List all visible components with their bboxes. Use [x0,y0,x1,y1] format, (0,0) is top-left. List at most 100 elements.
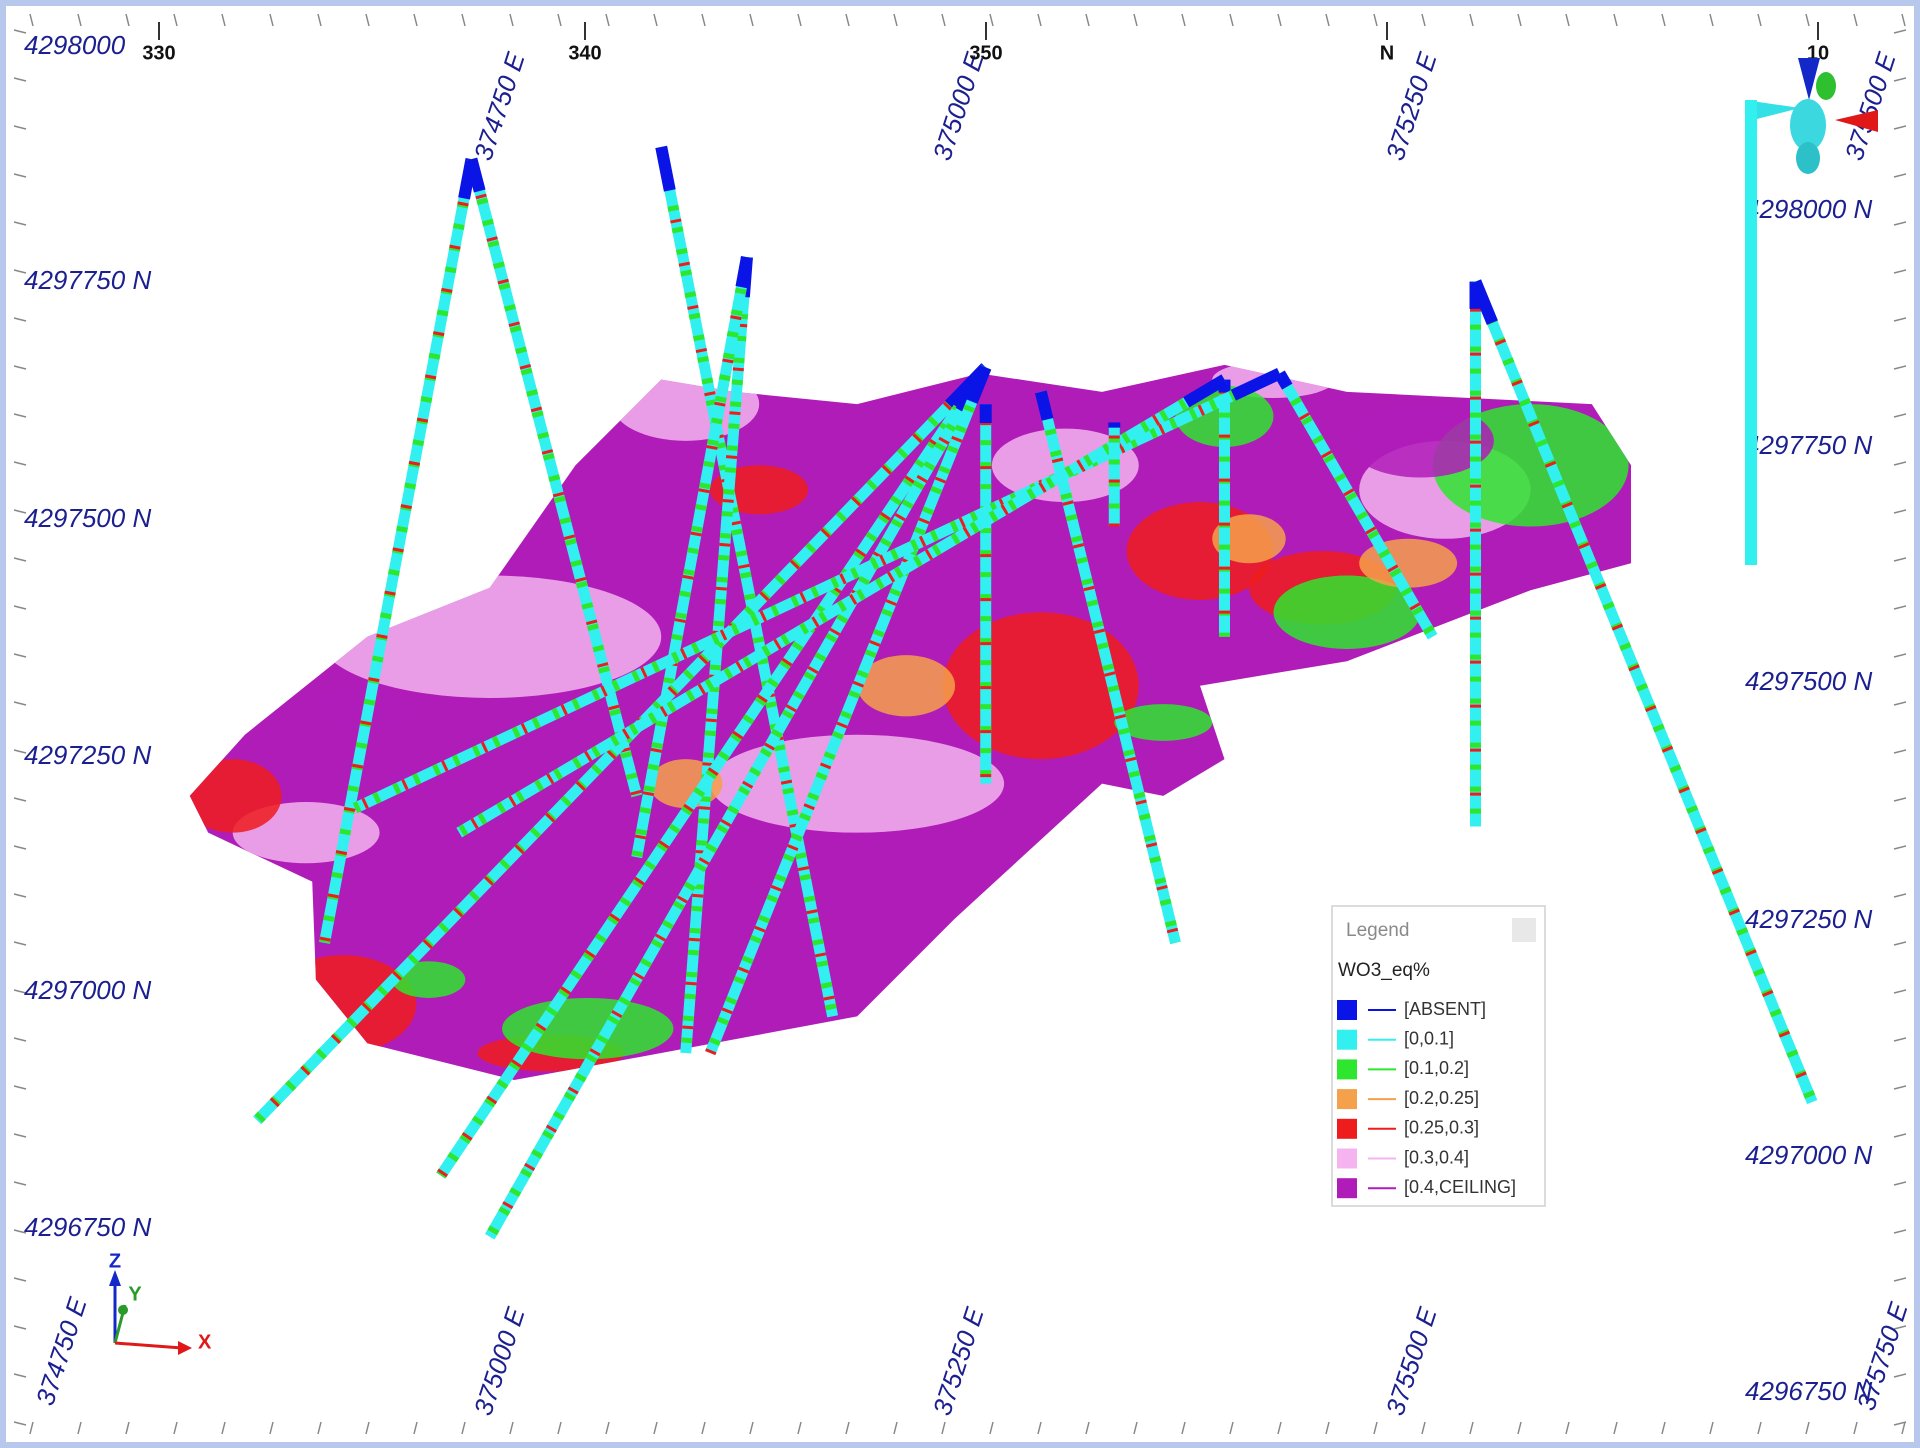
grade-patch [1212,514,1286,564]
northing-label: 4296750 N [24,1212,151,1242]
edge-tick [269,13,274,27]
edge-tick [701,13,706,27]
edge-tick [1181,13,1186,27]
edge-tick [1893,1421,1907,1426]
grade-patch [942,612,1139,760]
legend-label: [0,0.1] [1404,1028,1454,1048]
edge-tick [13,461,27,466]
edge-tick [1757,13,1762,27]
edge-tick [13,77,27,82]
edge-tick [13,1085,27,1090]
edge-tick [1893,1133,1907,1138]
edge-tick [1421,1421,1426,1435]
northing-label: 4297250 N [1745,904,1872,934]
northing-label: 4296750 N [1745,1376,1872,1406]
edge-tick [1893,461,1907,466]
edge-tick [13,1373,27,1378]
edge-tick [365,1421,370,1435]
edge-tick [1893,605,1907,610]
edge-tick [1893,1229,1907,1234]
edge-tick [1133,13,1138,27]
drill-hole [253,363,990,1125]
grade-patch [1114,704,1213,741]
edge-tick [13,221,27,226]
edge-tick [749,1421,754,1435]
legend-title: Legend [1346,920,1409,941]
compass-hub [1796,142,1820,174]
edge-tick [893,13,898,27]
edge-tick [13,509,27,514]
legend-attribute: WO3_eq% [1338,960,1430,981]
edge-tick [13,269,27,274]
edge-tick [1893,749,1907,754]
edge-tick [1613,13,1618,27]
triad-x [178,1341,192,1355]
edge-tick [1037,13,1042,27]
edge-tick [1469,1421,1474,1435]
edge-tick [29,1421,34,1435]
edge-tick [13,413,27,418]
legend-label: [0.25,0.3] [1404,1118,1479,1138]
triad-label: X [198,1331,212,1353]
edge-tick [1893,509,1907,514]
compass-arm [1745,100,1800,122]
grade-patch [1273,575,1421,649]
legend-label: [0.4,CEILING] [1404,1177,1516,1197]
edge-tick [941,13,946,27]
triad-label: Y [128,1283,142,1305]
drill-hole [680,256,753,1054]
drill-hole [655,145,839,1018]
edge-tick [1893,989,1907,994]
edge-tick [1893,557,1907,562]
legend-close[interactable] [1512,918,1536,942]
legend-panel[interactable]: Legend WO3_eq% [ABSENT] [0,0.1] [0.1,0.2] [… [1331,905,1546,1207]
legend-swatch [1337,1089,1357,1110]
edge-tick [1893,29,1907,34]
compass-arrow [1835,110,1878,132]
edge-tick [13,797,27,802]
edge-tick [13,1421,27,1426]
edge-tick [1901,1421,1906,1435]
axis-triad: Z Y X [109,1250,212,1355]
edge-tick [1133,1421,1138,1435]
edge-tick [1661,1421,1666,1435]
edge-tick [13,29,27,34]
edge-tick [1565,1421,1570,1435]
triad-label: Z [109,1250,121,1272]
edge-tick [1325,13,1330,27]
edge-tick [13,893,27,898]
grade-patch [1346,404,1494,478]
drill-hole-collar [1230,368,1283,401]
legend-label: [0.2,0.25] [1404,1088,1479,1108]
edge-tick [1421,13,1426,27]
edge-tick [797,13,802,27]
edge-tick [13,365,27,370]
legend-label: [0.3,0.4] [1404,1147,1469,1167]
edge-tick [557,1421,562,1435]
drill-hole-assay [631,256,753,859]
edge-tick [941,1421,946,1435]
drill-hole-assay [1274,370,1438,640]
edge-tick [1709,13,1714,27]
edge-tick [77,13,82,27]
edge-tick [1277,13,1282,27]
edge-tick [13,1229,27,1234]
edge-tick [1085,13,1090,27]
edge-tick [1893,941,1907,946]
compass-pole [1745,100,1757,565]
drill-hole-collar [966,365,992,404]
legend-label: [ABSENT] [1404,999,1486,1019]
drill-hole-assay [456,374,1228,838]
northing-label: 4297250 N [24,740,151,770]
grade-patch [857,655,956,717]
drill-hole-assay [436,364,991,1179]
edge-tick [1469,13,1474,27]
compass-hub [1790,99,1826,151]
drill-hole-assay [436,364,991,1179]
edge-tick [845,1421,850,1435]
edge-tick [509,1421,514,1435]
edge-tick [1661,13,1666,27]
edge-tick [13,845,27,850]
